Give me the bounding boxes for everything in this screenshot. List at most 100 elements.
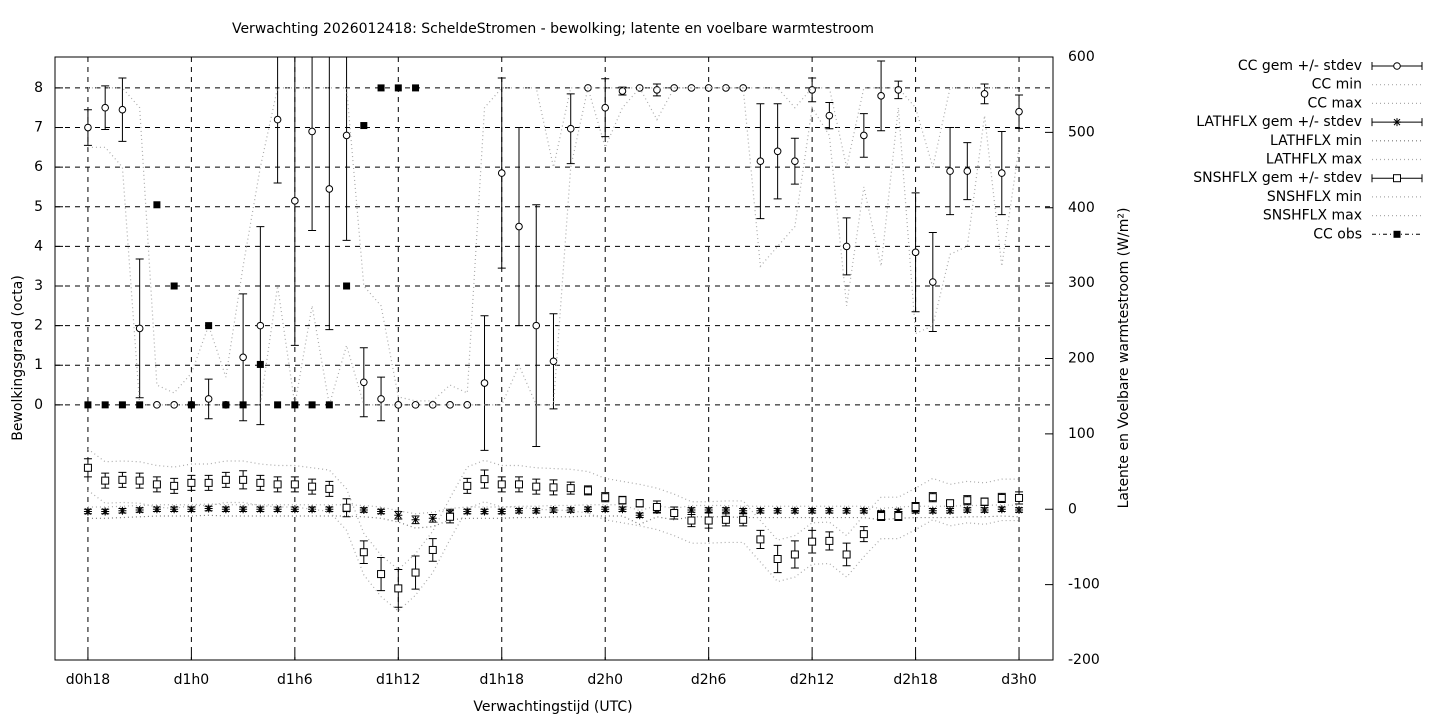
x-tick-label: d2h6 bbox=[691, 672, 727, 688]
y-tick-label: 4 bbox=[34, 238, 43, 254]
point bbox=[825, 536, 834, 545]
point bbox=[152, 480, 161, 489]
point bbox=[411, 568, 420, 577]
y-tick-label: 5 bbox=[34, 199, 43, 215]
point bbox=[635, 499, 644, 508]
point bbox=[739, 506, 748, 515]
point bbox=[704, 506, 713, 515]
point bbox=[859, 530, 868, 539]
point bbox=[342, 503, 351, 512]
point bbox=[239, 353, 247, 362]
point bbox=[894, 86, 903, 94]
point bbox=[394, 511, 403, 520]
point bbox=[963, 167, 972, 175]
point bbox=[514, 480, 523, 489]
point bbox=[256, 360, 264, 368]
point bbox=[583, 486, 592, 495]
point bbox=[83, 463, 92, 472]
point bbox=[170, 505, 179, 514]
point bbox=[687, 506, 696, 515]
point bbox=[514, 506, 523, 515]
point bbox=[480, 379, 489, 387]
point bbox=[721, 506, 730, 515]
point bbox=[273, 480, 282, 489]
point bbox=[1393, 62, 1401, 70]
point bbox=[221, 475, 230, 484]
point bbox=[497, 480, 506, 489]
point bbox=[515, 222, 523, 231]
point bbox=[687, 516, 696, 525]
point bbox=[205, 322, 213, 330]
point bbox=[308, 482, 317, 491]
point bbox=[739, 84, 747, 92]
point bbox=[308, 505, 317, 514]
point bbox=[704, 516, 713, 525]
y2-tick-label: -100 bbox=[1068, 577, 1100, 593]
point bbox=[463, 507, 472, 516]
y-tick-label: 3 bbox=[34, 278, 43, 294]
y-axis-label: Bewolkingsgraad (octa) bbox=[10, 275, 26, 441]
point bbox=[343, 282, 351, 290]
point bbox=[290, 505, 299, 514]
point bbox=[860, 131, 868, 140]
point bbox=[877, 512, 886, 521]
legend-label: CC max bbox=[1307, 95, 1362, 111]
plot-area bbox=[83, 57, 1024, 612]
point bbox=[135, 324, 144, 333]
point bbox=[360, 378, 368, 387]
point bbox=[412, 84, 420, 92]
point bbox=[428, 514, 437, 523]
y2-tick-label: -200 bbox=[1068, 652, 1100, 668]
point bbox=[980, 506, 989, 515]
legend-label: CC obs bbox=[1313, 226, 1362, 242]
point bbox=[1393, 174, 1401, 183]
y2-tick-label: 200 bbox=[1068, 351, 1095, 367]
x-tick-label: d2h0 bbox=[587, 672, 623, 688]
point bbox=[411, 515, 420, 524]
y2-axis-label: Latente en Voelbare warmtestroom (W/m²) bbox=[1116, 208, 1132, 509]
legend-label: CC min bbox=[1312, 77, 1362, 93]
point bbox=[84, 123, 92, 132]
y2-tick-label: 400 bbox=[1068, 200, 1095, 216]
point bbox=[118, 401, 126, 409]
point bbox=[859, 506, 868, 515]
x-tick-label: d1h12 bbox=[376, 672, 420, 688]
y2-tick-label: 0 bbox=[1068, 501, 1077, 517]
point bbox=[135, 476, 144, 485]
point bbox=[773, 554, 782, 563]
point bbox=[963, 506, 972, 515]
y-tick-label: 1 bbox=[34, 357, 43, 373]
y2-tick-label: 500 bbox=[1068, 124, 1095, 140]
point bbox=[601, 505, 610, 514]
point bbox=[928, 493, 937, 502]
point bbox=[83, 507, 92, 516]
point bbox=[377, 507, 386, 516]
point bbox=[808, 537, 817, 546]
point bbox=[791, 157, 799, 165]
range-line bbox=[87, 489, 1020, 612]
point bbox=[532, 506, 541, 515]
point bbox=[1015, 493, 1024, 502]
point bbox=[842, 506, 851, 515]
point bbox=[1015, 107, 1023, 116]
point bbox=[118, 105, 127, 114]
x-tick-label: d2h12 bbox=[790, 672, 834, 688]
point bbox=[463, 481, 472, 490]
x-axis-label: Verwachtingstijd (UTC) bbox=[473, 699, 632, 715]
point bbox=[325, 185, 334, 193]
point bbox=[497, 169, 506, 177]
x-tick-label: d0h18 bbox=[66, 672, 110, 688]
point bbox=[377, 84, 385, 92]
point bbox=[997, 493, 1006, 502]
x-tick-label: d1h18 bbox=[480, 672, 524, 688]
legend: CC gem +/- stdev CC min CC max LATHFLX gem … bbox=[1193, 58, 1423, 242]
point bbox=[152, 505, 161, 514]
point bbox=[290, 480, 299, 489]
point bbox=[721, 515, 730, 524]
y2-tick-label: 600 bbox=[1068, 49, 1095, 65]
point bbox=[204, 478, 213, 487]
x-tick-label: d1h0 bbox=[174, 672, 210, 688]
range-line bbox=[87, 448, 1020, 571]
point bbox=[274, 401, 282, 409]
